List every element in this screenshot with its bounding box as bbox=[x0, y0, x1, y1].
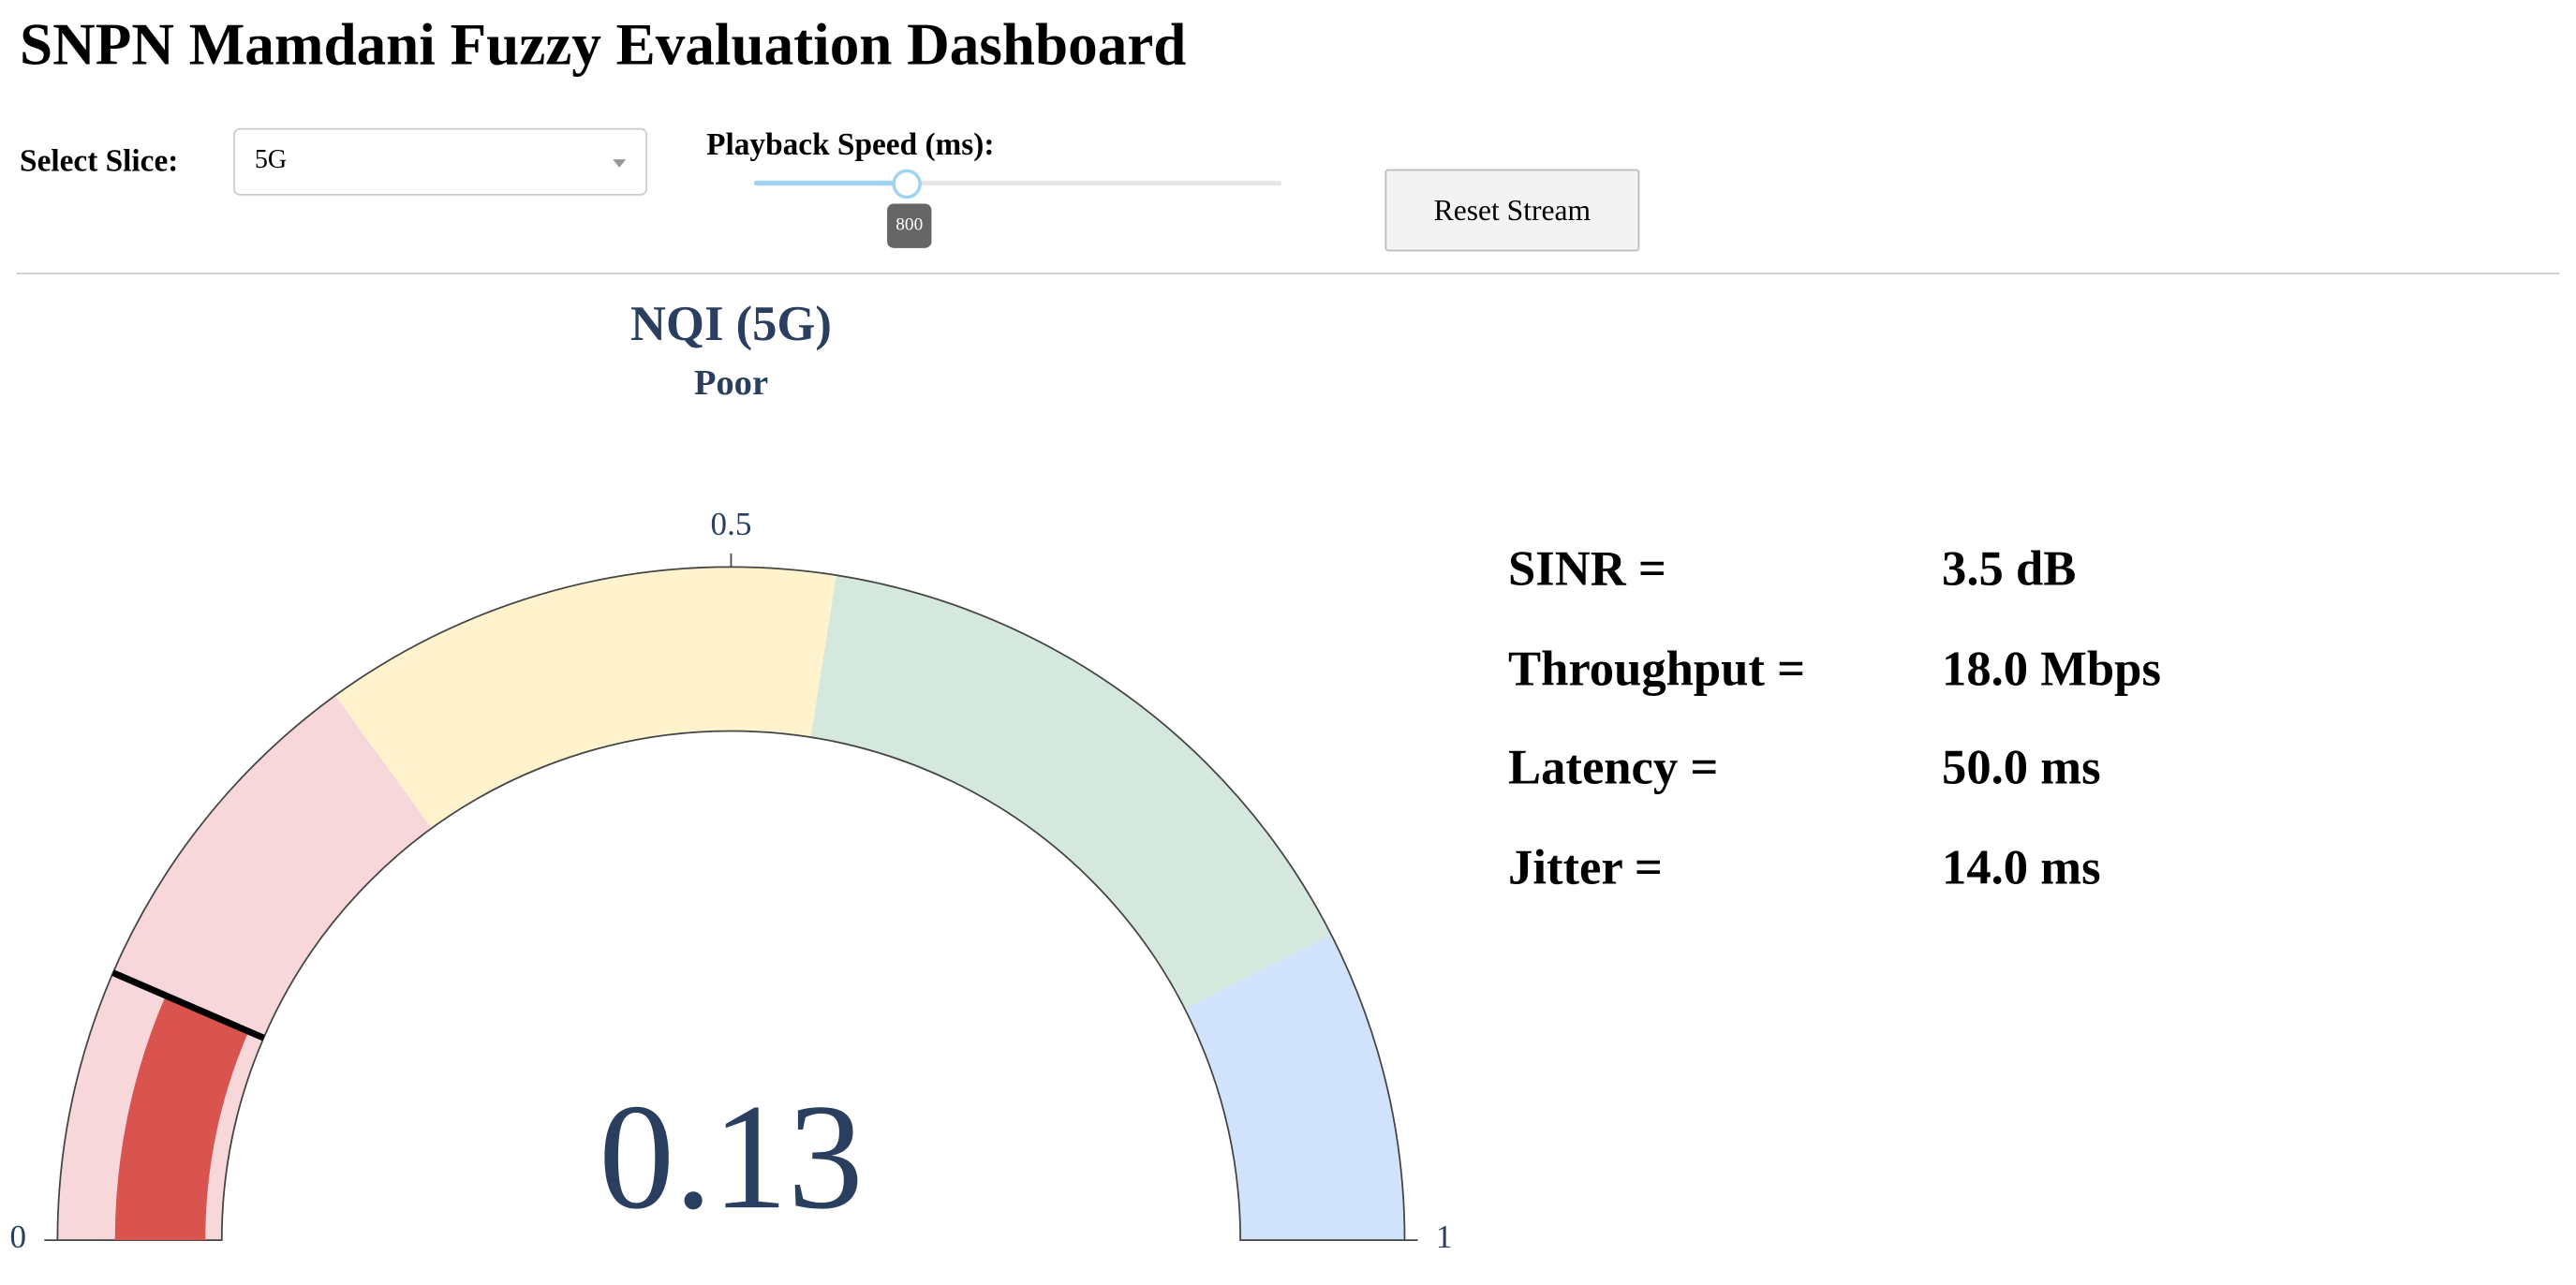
dropdown-arrow bbox=[613, 159, 627, 168]
gauge-step bbox=[1184, 934, 1405, 1241]
gauge-tick-label: 0 bbox=[10, 1219, 27, 1255]
gauge-value: 0.13 bbox=[599, 1072, 863, 1240]
gauge-tick-label: 0.5 bbox=[711, 506, 752, 542]
slice-value: 5G bbox=[254, 146, 288, 174]
gauge-title: NQI (5G) bbox=[630, 297, 832, 351]
slice-label: Select Slice: bbox=[20, 144, 179, 180]
gauge-tick-label: 1 bbox=[1436, 1219, 1453, 1255]
metric-label: SINR = bbox=[1508, 541, 1666, 597]
gauge-step bbox=[810, 574, 1332, 1010]
metric-label: Jitter = bbox=[1508, 840, 1663, 894]
slider-track[interactable] bbox=[754, 180, 1281, 186]
slider-fill bbox=[754, 180, 908, 186]
gauge-outline bbox=[56, 566, 1406, 1242]
metric-label: Throughput = bbox=[1508, 641, 1806, 696]
divider bbox=[16, 273, 2560, 274]
gauge-subtitle: Poor bbox=[694, 363, 768, 403]
metric-label: Latency = bbox=[1508, 740, 1719, 795]
metric-value: 14.0 ms bbox=[1942, 840, 2101, 894]
gauge-bar bbox=[114, 995, 249, 1241]
reset-button[interactable]: Reset Stream bbox=[1384, 169, 1640, 252]
slice-dropdown[interactable]: 5G bbox=[233, 127, 648, 196]
page-title: SNPN Mamdani Fuzzy Evaluation Dashboard bbox=[20, 11, 1187, 78]
metric-value: 18.0 Mbps bbox=[1942, 641, 2161, 696]
gauge-step bbox=[57, 695, 432, 1241]
gauge-step bbox=[334, 567, 836, 829]
metric-value: 50.0 ms bbox=[1942, 740, 2101, 795]
slider-tooltip: 800 bbox=[887, 203, 932, 248]
speed-label: Playback Speed (ms): bbox=[706, 127, 995, 163]
slider-handle[interactable] bbox=[892, 169, 922, 199]
metric-value: 3.5 dB bbox=[1942, 541, 2077, 597]
gauge-threshold bbox=[111, 969, 265, 1041]
